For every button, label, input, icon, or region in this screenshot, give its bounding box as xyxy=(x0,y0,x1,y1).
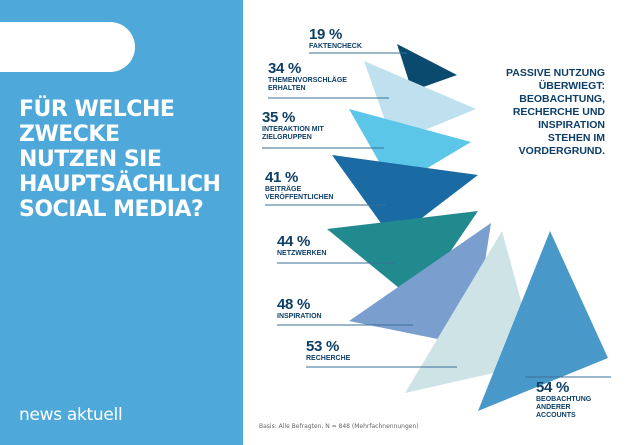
category-label: RECHERCHE xyxy=(306,355,351,362)
data-label: 41 % BEITRÄGE VERÖFFENTLICHEN xyxy=(265,170,333,202)
data-label: 44 % NETZWERKEN xyxy=(277,234,326,258)
value-label: 19 % xyxy=(309,26,342,43)
left-panel: FÜR WELCHE ZWECKE NUTZEN SIE HAUPTSÄCHLI… xyxy=(0,0,243,445)
data-label: 53 % RECHERCHE xyxy=(306,339,350,363)
category-label: THEMENVORSCHLÄGE ERHALTEN xyxy=(268,77,347,92)
value-label: 44 % xyxy=(277,233,310,250)
page-title: FÜR WELCHE ZWECKE NUTZEN SIE HAUPTSÄCHLI… xyxy=(19,97,244,222)
value-label: 53 % xyxy=(306,338,339,355)
key-finding-note: PASSIVE NUTZUNG ÜBERWIEGT: BEOBACHTUNG, … xyxy=(506,67,605,157)
data-label: 35 % INTERAKTION MIT ZIELGRUPPEN xyxy=(262,110,324,142)
category-label: INSPIRATION xyxy=(277,313,322,320)
value-label: 41 % xyxy=(265,169,298,186)
value-label: 54 % xyxy=(536,379,569,396)
title-line: ZWECKE xyxy=(19,122,120,147)
title-line: FÜR WELCHE xyxy=(19,97,175,122)
category-label: FAKTENCHECK xyxy=(309,43,362,50)
news-aktuell-logo: news aktuell xyxy=(19,405,123,425)
title-line: HAUPTSÄCHLICH xyxy=(19,172,221,197)
triangle-mark xyxy=(397,44,457,91)
category-label: BEOBACHTUNG ANDERER ACCOUNTS xyxy=(536,396,592,419)
triangle-mark xyxy=(478,231,608,411)
data-label: 48 % INSPIRATION xyxy=(277,297,322,321)
title-line: NUTZEN SIE xyxy=(19,147,162,172)
category-label: INTERAKTION MIT ZIELGRUPPEN xyxy=(262,126,324,141)
basis-footnote: Basis: Alle Befragten, N = 848 (Mehrfach… xyxy=(259,423,419,430)
triangle-mark xyxy=(332,155,478,240)
title-line: SOCIAL MEDIA? xyxy=(19,197,204,222)
value-label: 48 % xyxy=(277,296,310,313)
data-label: 19 % FAKTENCHECK xyxy=(309,27,362,51)
triangle-mark xyxy=(327,211,478,302)
value-label: 35 % xyxy=(262,109,295,126)
triangle-mark xyxy=(349,109,471,188)
data-label: 34 % THEMENVORSCHLÄGE ERHALTEN xyxy=(268,61,347,93)
decorative-pill xyxy=(0,22,135,72)
value-label: 34 % xyxy=(268,60,301,77)
category-label: BEITRÄGE VERÖFFENTLICHEN xyxy=(265,186,334,201)
data-label: 54 % BEOBACHTUNG ANDERER ACCOUNTS xyxy=(536,380,591,420)
category-label: NETZWERKEN xyxy=(277,250,327,257)
